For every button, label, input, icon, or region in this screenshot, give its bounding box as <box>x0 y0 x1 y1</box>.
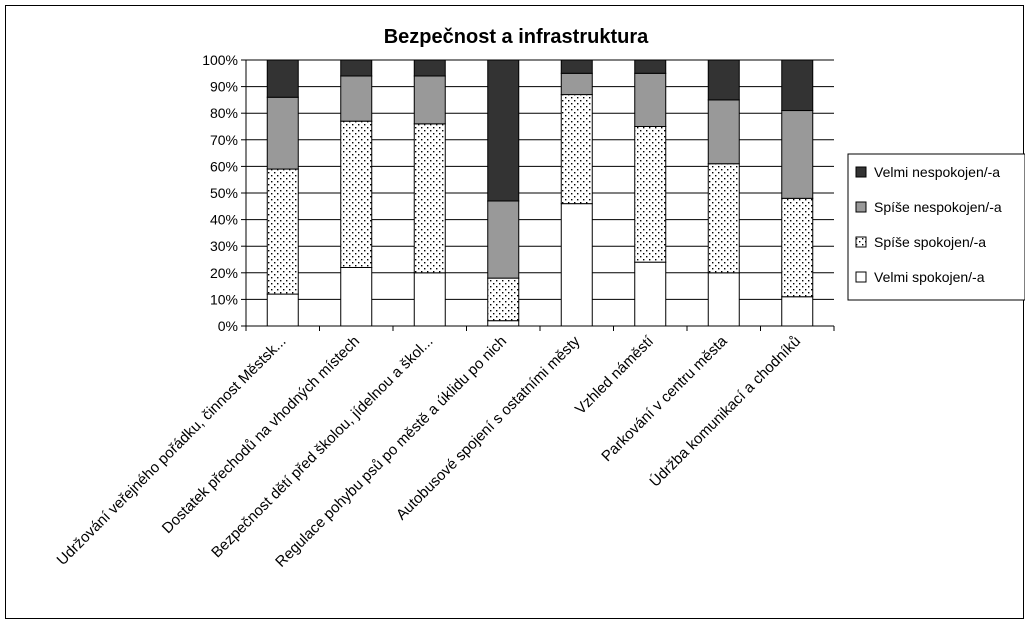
bar-segment <box>560 94 593 205</box>
bar-segment <box>560 72 593 96</box>
x-axis-labels: Udržování veřejného pořádku, činnost Měs… <box>54 332 805 570</box>
y-tick-label: 70% <box>210 132 238 148</box>
x-category-label: Parkování v centru města <box>598 332 731 465</box>
bar-segment <box>560 203 593 327</box>
legend-label: Spíše spokojen/-a <box>874 234 986 250</box>
bar-segment <box>266 96 299 170</box>
legend-label: Velmi nespokojen/-a <box>874 164 1000 180</box>
y-tick-label: 90% <box>210 79 238 95</box>
bar-segment <box>487 200 520 279</box>
legend-label: Velmi spokojen/-a <box>874 269 985 285</box>
bar-segment <box>340 120 373 268</box>
bars <box>266 59 814 327</box>
bar-segment <box>413 272 446 327</box>
legend-swatch <box>855 271 867 283</box>
bar-segment <box>340 266 373 327</box>
y-tick-label: 0% <box>218 318 238 334</box>
axes <box>241 59 835 331</box>
gridlines <box>246 59 834 327</box>
bar-segment <box>634 72 667 128</box>
bar-segment <box>781 110 814 199</box>
bar-segment <box>560 59 593 74</box>
bar-segment <box>781 296 814 327</box>
y-tick-label: 100% <box>202 52 238 68</box>
y-tick-label: 50% <box>210 185 238 201</box>
legend-swatch <box>855 201 867 213</box>
y-tick-label: 80% <box>210 105 238 121</box>
bar-segment <box>266 59 299 98</box>
y-tick-label: 30% <box>210 238 238 254</box>
bar-segment <box>487 59 520 202</box>
y-tick-label: 60% <box>210 158 238 174</box>
y-tick-label: 20% <box>210 265 238 281</box>
bar-segment <box>781 197 814 298</box>
y-tick-label: 40% <box>210 212 238 228</box>
legend-label: Spíše nespokojen/-a <box>874 199 1002 215</box>
legend-swatch <box>855 166 867 178</box>
bar-segment <box>413 75 446 125</box>
bar-segment <box>266 168 299 295</box>
legend-swatch <box>855 236 867 248</box>
bar-segment <box>707 163 740 274</box>
bar-segment <box>487 277 520 322</box>
bar-segment <box>413 59 446 77</box>
chart-title: Bezpečnost a infrastruktura <box>384 26 649 48</box>
x-category-label: Vzhled náměstí <box>572 332 658 418</box>
bar-segment <box>707 99 740 165</box>
bar-segment <box>781 59 814 112</box>
legend-box <box>847 153 1025 301</box>
bar-segment <box>634 126 667 263</box>
bar-segment <box>340 75 373 122</box>
x-category-label: Údržba komunikací a chodníků <box>646 333 804 491</box>
bar-segment <box>634 261 667 327</box>
chart-frame: Bezpečnost a infrastruktura 0% 10% 20% 30% 4… <box>5 5 1025 619</box>
legend: Velmi nespokojen/-a Spíše nespokojen/-a Sp… <box>847 153 1025 301</box>
bar-segment <box>487 320 520 327</box>
bar-segment <box>340 59 373 77</box>
bar-segment <box>707 59 740 101</box>
y-axis-ticks: 0% 10% 20% 30% 40% 50% 60% 70% 80% 90% 100% <box>202 52 238 334</box>
bar-segment <box>707 272 740 327</box>
bar-segment <box>634 59 667 74</box>
stacked-bar-chart: Bezpečnost a infrastruktura 0% 10% 20% 30% 4… <box>54 26 1025 571</box>
y-tick-label: 10% <box>210 291 238 307</box>
bar-segment <box>413 123 446 274</box>
bar-segment <box>266 293 299 327</box>
